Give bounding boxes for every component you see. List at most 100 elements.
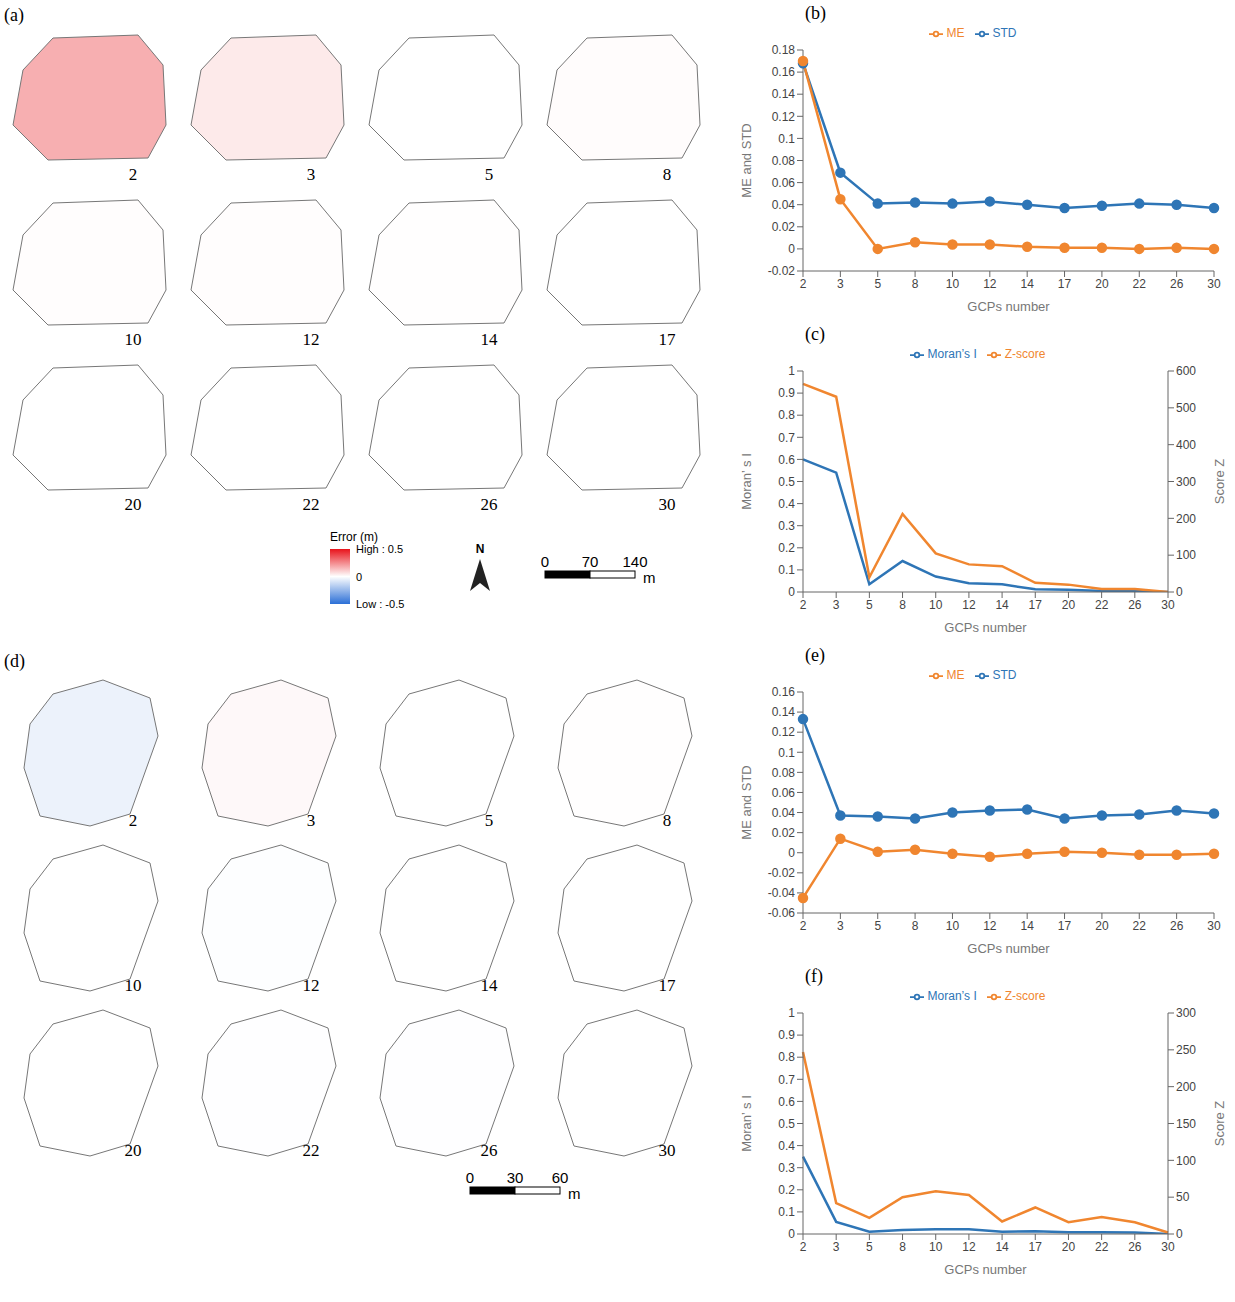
svg-text:0.1: 0.1 [778, 132, 795, 146]
svg-text:m: m [568, 1185, 581, 1202]
svg-text:26: 26 [481, 1141, 498, 1160]
svg-text:60: 60 [552, 1169, 569, 1186]
svg-text:20: 20 [125, 495, 142, 514]
svg-text:0: 0 [466, 1169, 474, 1186]
svg-text:0.08: 0.08 [772, 766, 796, 780]
svg-text:200: 200 [1176, 512, 1196, 526]
svg-text:0.14: 0.14 [772, 705, 796, 719]
svg-text:3: 3 [837, 277, 844, 291]
svg-text:400: 400 [1176, 438, 1196, 452]
svg-text:0.2: 0.2 [778, 1183, 795, 1197]
svg-text:5: 5 [874, 277, 881, 291]
svg-text:1: 1 [788, 1006, 795, 1020]
svg-text:200: 200 [1176, 1080, 1196, 1094]
svg-text:8: 8 [663, 811, 672, 830]
svg-text:2: 2 [129, 811, 138, 830]
svg-text:17: 17 [659, 330, 677, 349]
svg-text:0.7: 0.7 [778, 431, 795, 445]
svg-text:150: 150 [1176, 1117, 1196, 1131]
svg-text:14: 14 [1021, 919, 1035, 933]
svg-text:22: 22 [303, 495, 320, 514]
svg-text:Score Z: Score Z [1212, 1101, 1227, 1147]
svg-text:22: 22 [303, 1141, 320, 1160]
svg-text:3: 3 [833, 1240, 840, 1254]
svg-text:0.12: 0.12 [772, 110, 796, 124]
svg-text:30: 30 [659, 495, 676, 514]
svg-text:8: 8 [899, 1240, 906, 1254]
svg-text:12: 12 [983, 277, 997, 291]
svg-text:3: 3 [307, 165, 316, 184]
svg-text:26: 26 [481, 495, 498, 514]
svg-text:2: 2 [800, 277, 807, 291]
svg-text:22: 22 [1095, 598, 1109, 612]
svg-text:26: 26 [1170, 919, 1184, 933]
svg-text:12: 12 [303, 976, 320, 995]
svg-text:300: 300 [1176, 475, 1196, 489]
svg-text:(a): (a) [4, 5, 24, 26]
svg-text:0.04: 0.04 [772, 198, 796, 212]
svg-text:2: 2 [800, 1240, 807, 1254]
svg-text:Moran’ s I: Moran’ s I [739, 453, 754, 510]
svg-text:0.1: 0.1 [778, 563, 795, 577]
svg-text:8: 8 [912, 277, 919, 291]
svg-text:0.6: 0.6 [778, 1095, 795, 1109]
svg-text:-0.06: -0.06 [768, 906, 796, 920]
svg-text:8: 8 [899, 598, 906, 612]
svg-text:26: 26 [1170, 277, 1184, 291]
svg-text:0: 0 [541, 553, 549, 570]
svg-text:0.5: 0.5 [778, 475, 795, 489]
svg-text:0: 0 [788, 585, 795, 599]
svg-text:Score Z: Score Z [1212, 459, 1227, 505]
svg-text:0: 0 [1176, 1227, 1183, 1241]
svg-text:600: 600 [1176, 364, 1196, 378]
svg-text:GCPs number: GCPs number [967, 299, 1050, 314]
svg-text:30: 30 [1207, 277, 1221, 291]
svg-text:0.08: 0.08 [772, 154, 796, 168]
svg-text:14: 14 [1021, 277, 1035, 291]
svg-text:30: 30 [1207, 919, 1221, 933]
svg-text:5: 5 [866, 1240, 873, 1254]
svg-text:14: 14 [995, 1240, 1009, 1254]
svg-text:Moran’ s I: Moran’ s I [739, 1095, 754, 1152]
svg-text:0.2: 0.2 [778, 541, 795, 555]
svg-text:12: 12 [962, 598, 976, 612]
svg-text:0.1: 0.1 [778, 746, 795, 760]
svg-text:500: 500 [1176, 401, 1196, 415]
svg-text:22: 22 [1133, 919, 1147, 933]
svg-text:100: 100 [1176, 548, 1196, 562]
svg-text:-0.02: -0.02 [768, 866, 796, 880]
svg-text:12: 12 [962, 1240, 976, 1254]
svg-text:30: 30 [507, 1169, 524, 1186]
svg-text:26: 26 [1128, 598, 1142, 612]
svg-text:5: 5 [485, 811, 494, 830]
svg-text:17: 17 [1058, 919, 1072, 933]
svg-text:8: 8 [663, 165, 672, 184]
svg-text:2: 2 [800, 598, 807, 612]
svg-text:10: 10 [946, 277, 960, 291]
svg-text:30: 30 [1161, 1240, 1175, 1254]
svg-text:0.4: 0.4 [778, 497, 795, 511]
svg-text:20: 20 [1062, 1240, 1076, 1254]
svg-text:0: 0 [788, 242, 795, 256]
svg-text:0.04: 0.04 [772, 806, 796, 820]
svg-text:22: 22 [1133, 277, 1147, 291]
svg-text:3: 3 [837, 919, 844, 933]
svg-text:-0.04: -0.04 [768, 886, 796, 900]
svg-text:0.8: 0.8 [778, 408, 795, 422]
svg-text:10: 10 [125, 330, 142, 349]
svg-text:N: N [476, 542, 485, 556]
svg-text:0.9: 0.9 [778, 1028, 795, 1042]
svg-text:10: 10 [946, 919, 960, 933]
svg-text:20: 20 [125, 1141, 142, 1160]
svg-text:Low : -0.5: Low : -0.5 [356, 598, 404, 610]
svg-text:0: 0 [356, 571, 362, 583]
svg-text:20: 20 [1095, 919, 1109, 933]
svg-text:14: 14 [481, 976, 499, 995]
svg-text:-0.02: -0.02 [768, 264, 796, 278]
svg-text:26: 26 [1128, 1240, 1142, 1254]
svg-text:0.8: 0.8 [778, 1050, 795, 1064]
svg-text:17: 17 [659, 976, 677, 995]
svg-text:ME and STD: ME and STD [739, 123, 754, 197]
svg-text:0: 0 [1176, 585, 1183, 599]
svg-text:0.5: 0.5 [778, 1117, 795, 1131]
